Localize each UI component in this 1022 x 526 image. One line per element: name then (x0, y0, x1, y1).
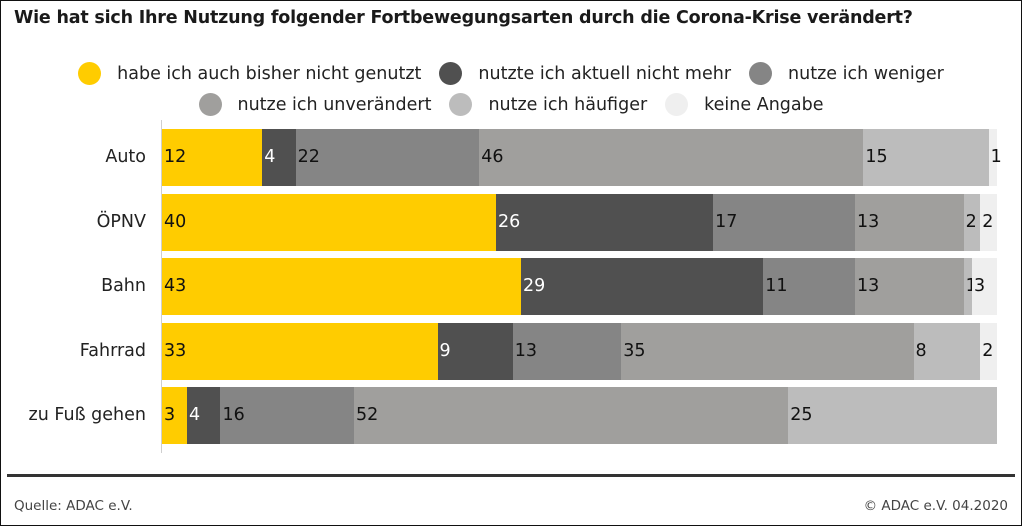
bar-segment (220, 387, 355, 444)
legend-item-use-less: nutze ich weniger (749, 62, 944, 85)
bar-segment (980, 194, 997, 251)
legend-item-use-more: nutze ich häufiger (449, 93, 647, 116)
footer-divider (7, 474, 1015, 477)
legend-item-not-used-before: habe ich auch bisher nicht genutzt (78, 62, 421, 85)
bar-segment (496, 194, 714, 251)
bar-segment (479, 129, 864, 186)
bar-segment (162, 129, 263, 186)
bar-segment (980, 323, 997, 380)
legend-swatch-icon (198, 93, 222, 116)
bar-value-label: 11 (765, 276, 788, 296)
bar-segment (963, 258, 972, 315)
legend-label: habe ich auch bisher nicht genutzt (117, 63, 422, 84)
category-label: Bahn (101, 275, 146, 296)
bar-value-label: 3 (164, 405, 176, 425)
bar-segment (971, 258, 997, 315)
bar-value-label: 2 (982, 341, 994, 361)
bar-segment (262, 129, 296, 186)
category-axis-line (161, 120, 162, 453)
legend-swatch-icon (78, 62, 102, 85)
bar-segment (855, 194, 964, 251)
bar-value-label: 43 (164, 276, 187, 296)
bar-value-label: 4 (264, 147, 276, 167)
bar-value-label: 35 (623, 341, 646, 361)
bar-value-label: 33 (164, 341, 187, 361)
bar-value-label: 15 (865, 147, 888, 167)
bar-value-label: 2 (982, 212, 994, 232)
bar-value-label: 4 (189, 405, 201, 425)
bar-segment (621, 323, 914, 380)
bar-segment (162, 387, 188, 444)
bar-segment (187, 387, 221, 444)
bar-segment (963, 194, 981, 251)
legend-label: nutzte ich aktuell nicht mehr (478, 63, 732, 84)
bar-segment (863, 129, 989, 186)
bar-value-label: 25 (790, 405, 813, 425)
legend-swatch-icon (665, 93, 689, 116)
bar-value-label: 52 (356, 405, 379, 425)
legend-row-2: nutze ich unverändert nutze ich häufiger… (0, 93, 1022, 116)
source-note: Quelle: ADAC e.V. (14, 498, 133, 514)
bar-segment (354, 387, 789, 444)
bar-value-label: 29 (523, 276, 546, 296)
bar-segment (512, 323, 622, 380)
bar-segment (855, 258, 964, 315)
bar-segment (763, 258, 856, 315)
bar-value-label: 26 (498, 212, 521, 232)
category-label: ÖPNV (96, 211, 146, 232)
category-label: Fahrrad (79, 340, 146, 361)
bar-segment (713, 194, 856, 251)
bar-segment (788, 387, 997, 444)
legend-label: keine Angabe (704, 94, 824, 115)
legend-row-1: habe ich auch bisher nicht genutzt nutzt… (0, 62, 1022, 85)
bar-segment (988, 129, 997, 186)
chart-title: Wie hat sich Ihre Nutzung folgender Fort… (14, 8, 913, 28)
legend-item-no-longer-used: nutzte ich aktuell nicht mehr (439, 62, 731, 85)
bar-value-label: 8 (915, 341, 927, 361)
category-label: zu Fuß gehen (28, 404, 146, 425)
legend-label: nutze ich unverändert (237, 94, 432, 115)
bar-value-label: 1 (990, 147, 1002, 167)
bar-segment (521, 258, 764, 315)
bar-segment (162, 323, 438, 380)
bar-value-label: 9 (439, 341, 451, 361)
bar-segment (437, 323, 513, 380)
legend-item-no-answer: keine Angabe (665, 93, 824, 116)
legend-label: nutze ich häufiger (488, 94, 648, 115)
bar-value-label: 13 (857, 212, 880, 232)
bar-value-label: 17 (715, 212, 738, 232)
bar-value-label: 2 (965, 212, 977, 232)
legend-item-unchanged: nutze ich unverändert (198, 93, 432, 116)
bar-segment (162, 258, 522, 315)
copyright-note: © ADAC e.V. 04.2020 (863, 498, 1008, 514)
bar-segment (162, 194, 496, 251)
bar-value-label: 40 (164, 212, 187, 232)
bar-segment (295, 129, 480, 186)
bar-value-label: 12 (164, 147, 187, 167)
bar-value-label: 16 (222, 405, 245, 425)
legend-label: nutze ich weniger (788, 63, 944, 84)
bar-value-label: 22 (297, 147, 320, 167)
legend-swatch-icon (439, 62, 463, 85)
legend-swatch-icon (449, 93, 473, 116)
bar-value-label: 1 (966, 258, 977, 315)
bar-value-label: 13 (514, 341, 537, 361)
bar-value-label: 46 (481, 147, 504, 167)
bar-value-label: 3 (973, 276, 986, 296)
legend-swatch-icon (749, 62, 773, 85)
bar-value-label: 13 (857, 276, 880, 296)
category-label: Auto (105, 146, 146, 167)
bar-segment (913, 323, 981, 380)
